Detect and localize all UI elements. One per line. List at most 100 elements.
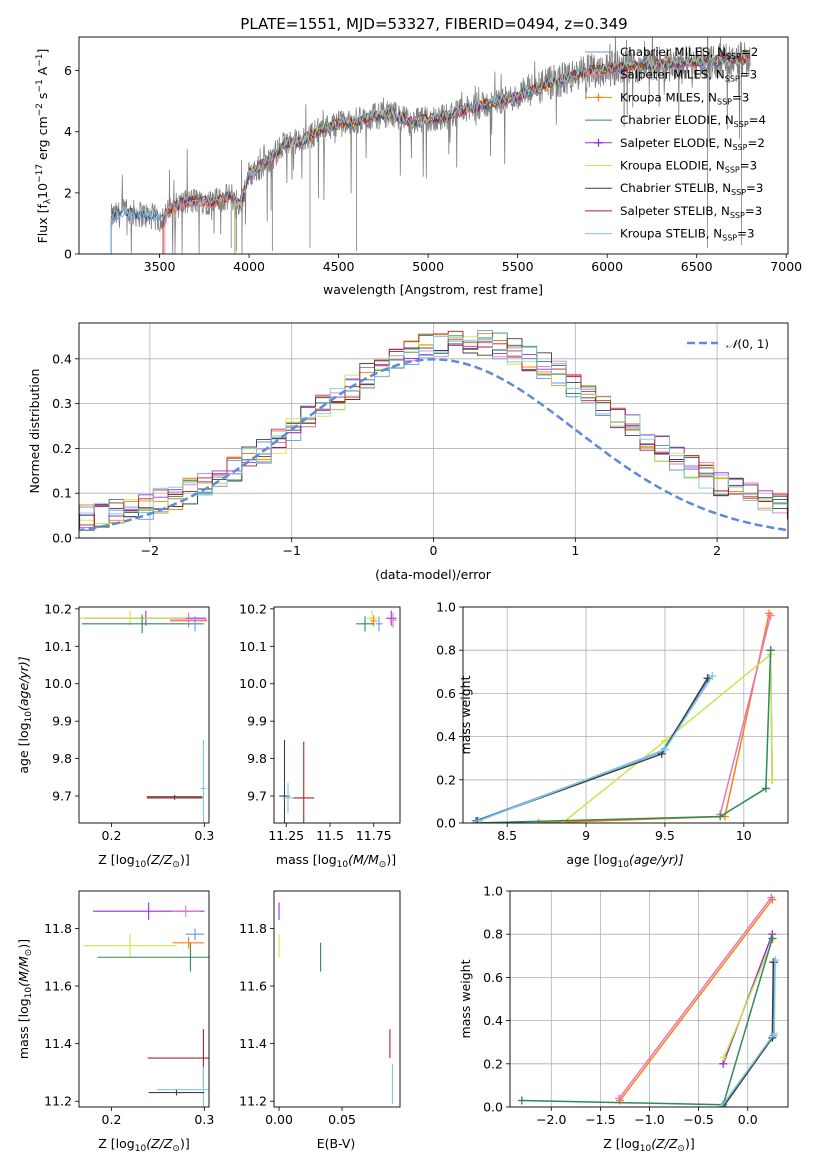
legend-entry-sub: SSP xyxy=(725,166,740,175)
weight-line xyxy=(723,938,774,1058)
weight-marker xyxy=(534,819,543,823)
x-label-close: )] xyxy=(180,1136,190,1151)
x-label-sub: 10 xyxy=(135,1144,147,1154)
y-tick-label: 0.8 xyxy=(483,927,503,942)
x-tick-label: 7000 xyxy=(770,259,802,274)
mass-vs-metallicity-panel: 0.2 0.311.211.411.611.8Z [log10(Z/Z⊙)]mas… xyxy=(16,890,214,1154)
y-tick-label: 10.2 xyxy=(239,601,267,616)
weight-marker xyxy=(767,893,776,902)
plot-area xyxy=(517,893,780,1107)
y-tick-label: 9.8 xyxy=(52,751,72,766)
errorbar-salpeter-miles xyxy=(170,612,208,628)
errorbar-kroupa-miles xyxy=(172,937,205,949)
errorbar-kroupa-elodie xyxy=(366,610,378,626)
histogram-salpeter-stelib xyxy=(79,330,788,526)
legend-entry-name: Salpeter STELIB, N xyxy=(620,204,730,218)
y-label-unit2: s xyxy=(35,93,50,104)
y-tick-label: 10.0 xyxy=(239,676,267,691)
plot-area xyxy=(278,902,393,1105)
y-label-exp: −17 xyxy=(35,164,45,183)
label-sub: 10 xyxy=(24,711,34,723)
errorbar-chabrier-elodie xyxy=(81,614,203,634)
y-label-exp2: −2 xyxy=(35,103,45,116)
y-tick-label: 9.9 xyxy=(247,714,267,729)
axes-frame xyxy=(462,606,789,824)
weight-line xyxy=(475,650,772,823)
y-tick-label: 11.2 xyxy=(239,1094,267,1109)
model-spectrum-chabrier-miles xyxy=(110,55,751,254)
x-tick-label: 9.5 xyxy=(655,828,675,843)
y-tick-label: 11.4 xyxy=(44,1036,72,1051)
x-label-sun: ⊙ xyxy=(172,1144,180,1154)
label-tail: (age/yr)] xyxy=(629,852,684,867)
weight-marker xyxy=(717,1103,726,1107)
y-tick-label: 0.2 xyxy=(436,772,456,787)
y-label-exp3: −1 xyxy=(35,79,45,92)
errorbar-kroupa-stelib xyxy=(200,739,207,823)
x-tick-label: 0.00 xyxy=(265,1112,293,1127)
model-spectrum-chabrier-stelib xyxy=(110,54,751,254)
label-main: age [log xyxy=(566,852,617,867)
y-tick-label: 9.7 xyxy=(52,789,72,804)
legend-entry: Chabrier MILES, NSSP=2 xyxy=(620,45,758,61)
legend-entry: 𝒩(0, 1) xyxy=(726,337,769,351)
spectrum-panel: 3500 4000 4500 5000 5500 6000 6500 7000 0 2 4 6 wave… xyxy=(35,36,802,297)
legend-entry: Salpeter ELODIE, NSSP=2 xyxy=(620,136,765,152)
y-tick-label: 0.2 xyxy=(483,1056,503,1071)
legend-entry-count: 3 xyxy=(756,181,764,195)
x-label-sun: ⊙ xyxy=(677,1144,685,1154)
y-tick-label: 10.0 xyxy=(44,676,72,691)
weight-line xyxy=(721,962,775,1107)
x-tick-label: −1.5 xyxy=(585,1112,615,1127)
x-label-tail: (Z/Z xyxy=(651,1136,678,1151)
x-tick-label: 6500 xyxy=(681,259,713,274)
legend-entry: Kroupa ELODIE, NSSP=3 xyxy=(620,159,757,175)
y-tick-label: 9.7 xyxy=(247,789,267,804)
y-label-close: )] xyxy=(16,939,31,949)
x-label-sub: 10 xyxy=(640,1144,652,1154)
legend-entry-eq: = xyxy=(741,45,751,59)
weight-marker xyxy=(708,672,717,681)
weight-line-kroupa-miles xyxy=(534,609,774,823)
y-tick-label: 11.8 xyxy=(239,921,267,936)
weight-line-chabrier-stelib xyxy=(473,674,712,823)
legend-entry-count: 4 xyxy=(759,113,767,127)
x-axis-label: (data-model)/error xyxy=(375,567,492,582)
errorbar-salpeter-miles xyxy=(389,612,397,628)
weight-marker xyxy=(766,611,775,620)
weight-marker xyxy=(768,934,777,943)
legend-entry-count: 3 xyxy=(750,68,758,82)
y-tick-label: 0.8 xyxy=(436,643,456,658)
weight-marker xyxy=(770,1029,779,1038)
y-tick-label: 10.1 xyxy=(239,639,267,654)
y-tick-label: 1.0 xyxy=(436,600,456,615)
y-tick-label: 0 xyxy=(64,247,72,262)
legend-entry-sub: SSP xyxy=(722,234,737,243)
errorbar-chabrier-elodie xyxy=(97,942,209,972)
legend-entry-sub: SSP xyxy=(726,52,741,61)
plot-area xyxy=(79,330,788,533)
axes-frame xyxy=(78,36,789,255)
x-tick-label: 11.5 xyxy=(316,828,344,843)
weight-marker xyxy=(766,646,775,655)
x-tick-label: 9 xyxy=(582,828,590,843)
legend-entry-count: 3 xyxy=(742,90,750,104)
weight-line-kroupa-stelib xyxy=(474,672,717,823)
y-label-lambda: λ xyxy=(43,198,53,204)
plot-area xyxy=(471,609,777,823)
y-axis-label: Flux [fλ10−17 erg cm−2 s−1 A−1] xyxy=(35,49,53,244)
y-tick-label: 11.8 xyxy=(44,921,72,936)
y-label-main: Flux [f xyxy=(35,204,50,244)
x-tick-label: 0.2 xyxy=(102,1112,122,1127)
age-vs-metallicity-panel: 0.2 0.39.79.89.910.010.110.2Z [log10(Z/Z⊙… xyxy=(16,601,214,870)
y-tick-label: 11.6 xyxy=(239,979,267,994)
x-tick-label: 4000 xyxy=(233,259,265,274)
weight-line xyxy=(561,652,773,823)
y-tick-label: 9.9 xyxy=(52,714,72,729)
weight-marker xyxy=(719,1059,728,1068)
legend-entry-eq: = xyxy=(740,159,750,173)
x-tick-label: 0.3 xyxy=(194,1112,214,1127)
y-tick-label: 4 xyxy=(64,124,72,139)
